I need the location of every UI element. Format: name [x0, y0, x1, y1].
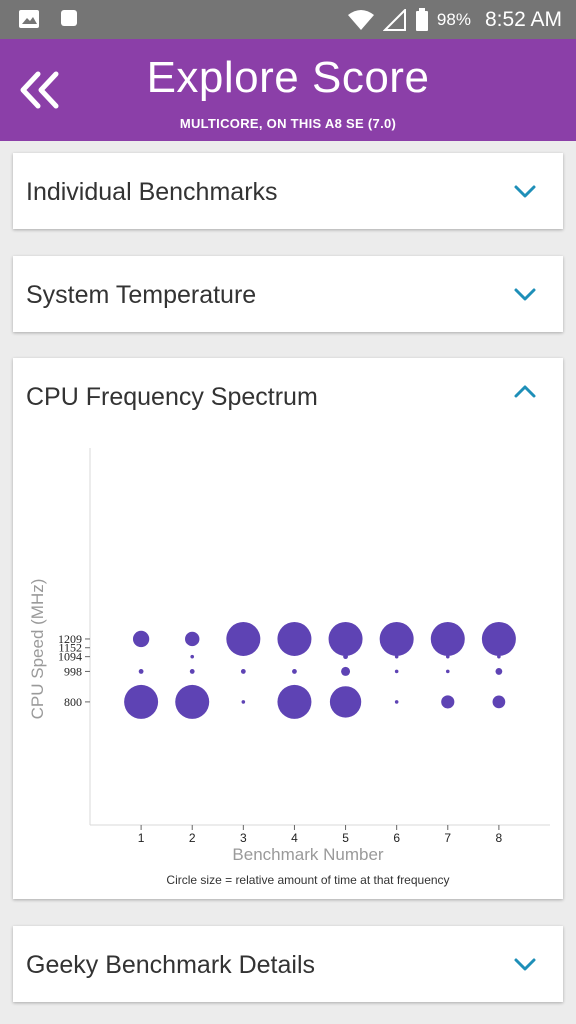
bubble-point [341, 666, 351, 676]
x-tick-label: 2 [189, 831, 196, 845]
section-title: Geeky Benchmark Details [26, 951, 316, 979]
app-bar: Explore Score MULTICORE, ON THIS A8 SE (… [0, 39, 576, 141]
chevron-up-icon[interactable] [513, 382, 537, 402]
x-tick-label: 4 [291, 831, 298, 845]
bubble-point [441, 695, 455, 709]
page-title: Explore Score [146, 53, 430, 102]
x-tick-label: 8 [496, 831, 503, 845]
bubble-point [185, 631, 200, 647]
chevron-down-icon[interactable] [513, 181, 537, 201]
section-title: Individual Benchmarks [26, 178, 278, 206]
bubble-point [495, 668, 503, 675]
status-bar: 98% 8:52 AM [0, 0, 576, 39]
bubble-point [497, 654, 501, 659]
cpu-frequency-chart: 800 998 1094 1152 1209 1 2 3 4 5 6 7 8 Benchmark Numb… [13, 434, 563, 898]
y-tick-label: 800 [64, 695, 82, 709]
x-tick-label: 1 [138, 831, 145, 845]
bubble-point [430, 621, 465, 656]
card-cpu-frequency-spectrum: CPU Frequency Spectrum 800 998 1094 1152 120… [13, 358, 563, 899]
bubble-point [379, 621, 414, 656]
bubble-point [277, 621, 312, 656]
bubble-point [329, 686, 362, 718]
bubble-point [190, 654, 195, 659]
y-tick-label: 1209 [58, 632, 82, 646]
bubble-point [445, 669, 450, 674]
wifi-icon [347, 9, 374, 30]
section-header-individual-benchmarks[interactable]: Individual Benchmarks [13, 153, 563, 229]
bubble-point [189, 669, 195, 674]
chart-caption: Circle size = relative amount of time at… [166, 873, 449, 887]
x-tick-label: 3 [240, 831, 247, 845]
image-icon [19, 10, 39, 28]
section-title: CPU Frequency Spectrum [26, 383, 318, 411]
bubble-point [292, 669, 297, 674]
clock: 8:52 AM [484, 7, 562, 31]
x-tick-label: 7 [444, 831, 451, 845]
page-subtitle: MULTICORE, ON THIS A8 SE (7.0) [179, 116, 397, 131]
card-individual-benchmarks: Individual Benchmarks [13, 153, 563, 229]
battery-percent: 98% [436, 9, 471, 29]
bubble-point [492, 695, 506, 709]
section-title: System Temperature [26, 281, 257, 309]
chevron-down-icon[interactable] [513, 954, 537, 974]
y-tick-label: 998 [64, 664, 82, 678]
y-tick-label: 1152 [58, 641, 82, 655]
card-system-temperature: System Temperature [13, 256, 563, 332]
bubble-point [124, 684, 159, 719]
bubble-point [138, 669, 144, 674]
bubble-point [481, 621, 516, 656]
bubble-point [445, 654, 450, 659]
app-square-icon [61, 10, 77, 26]
bubble-point [277, 684, 312, 719]
section-header-geeky-benchmark-details[interactable]: Geeky Benchmark Details [13, 926, 563, 1002]
bubble-point [240, 669, 246, 674]
bubble-point [241, 700, 246, 704]
section-header-system-temperature[interactable]: System Temperature [13, 256, 563, 332]
chevron-down-icon[interactable] [513, 284, 537, 304]
bubble-point [394, 654, 399, 659]
card-geeky-benchmark-details: Geeky Benchmark Details [13, 926, 563, 1002]
bubble-point [394, 700, 399, 704]
bubble-point [394, 669, 399, 674]
bubble-point [132, 630, 150, 648]
y-axis-label: CPU Speed (MHz) [28, 579, 47, 720]
bubble-point [343, 654, 348, 660]
bubble-point [328, 621, 363, 656]
double-chevron-left-icon[interactable] [18, 71, 62, 109]
signal-icon [382, 8, 406, 31]
section-header-cpu-frequency-spectrum[interactable]: CPU Frequency Spectrum [13, 358, 563, 434]
y-tick-label: 1094 [58, 650, 82, 664]
x-axis-label: Benchmark Number [232, 845, 384, 864]
bubble-point [226, 621, 261, 656]
bubble-point [175, 684, 210, 719]
x-tick-label: 6 [393, 831, 400, 845]
x-tick-label: 5 [342, 831, 349, 845]
battery-icon [415, 7, 428, 31]
